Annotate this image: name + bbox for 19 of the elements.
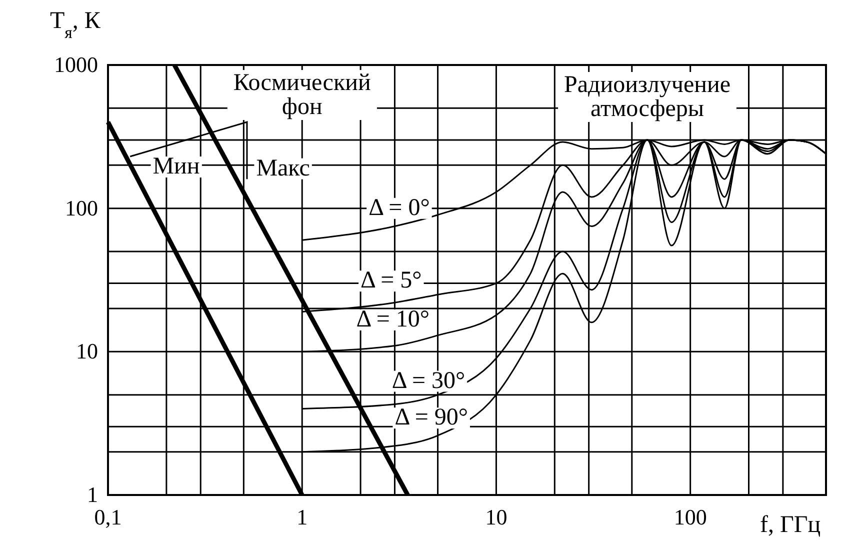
x-tick-label: 10 bbox=[485, 504, 508, 530]
series-label: Δ = 90° bbox=[394, 404, 468, 431]
series-label: Δ = 5° bbox=[360, 268, 422, 294]
x-tick-label: 1 bbox=[296, 504, 308, 530]
y-tick-label: 1000 bbox=[54, 52, 98, 78]
annotation: Космический фон bbox=[233, 70, 371, 120]
y-axis-title: T$_{я}$, К bbox=[50, 8, 102, 42]
y-tick-label: 10 bbox=[76, 338, 98, 364]
series-label: Макс bbox=[256, 155, 310, 182]
series-label: Δ = 10° bbox=[356, 306, 430, 332]
y-tick-label: 100 bbox=[65, 195, 98, 220]
series-label: Мин bbox=[152, 154, 200, 180]
x-axis-title: f, ГГц bbox=[760, 512, 821, 538]
x-tick-label: 0,1 bbox=[94, 504, 122, 530]
series-label: Δ = 0° bbox=[368, 194, 430, 221]
annotation: Радиоизлучение атмосферы bbox=[564, 72, 730, 122]
series-label: Δ = 30° bbox=[392, 368, 466, 394]
y-tick-label: 1 bbox=[87, 482, 98, 508]
x-tick-label: 100 bbox=[674, 504, 707, 530]
